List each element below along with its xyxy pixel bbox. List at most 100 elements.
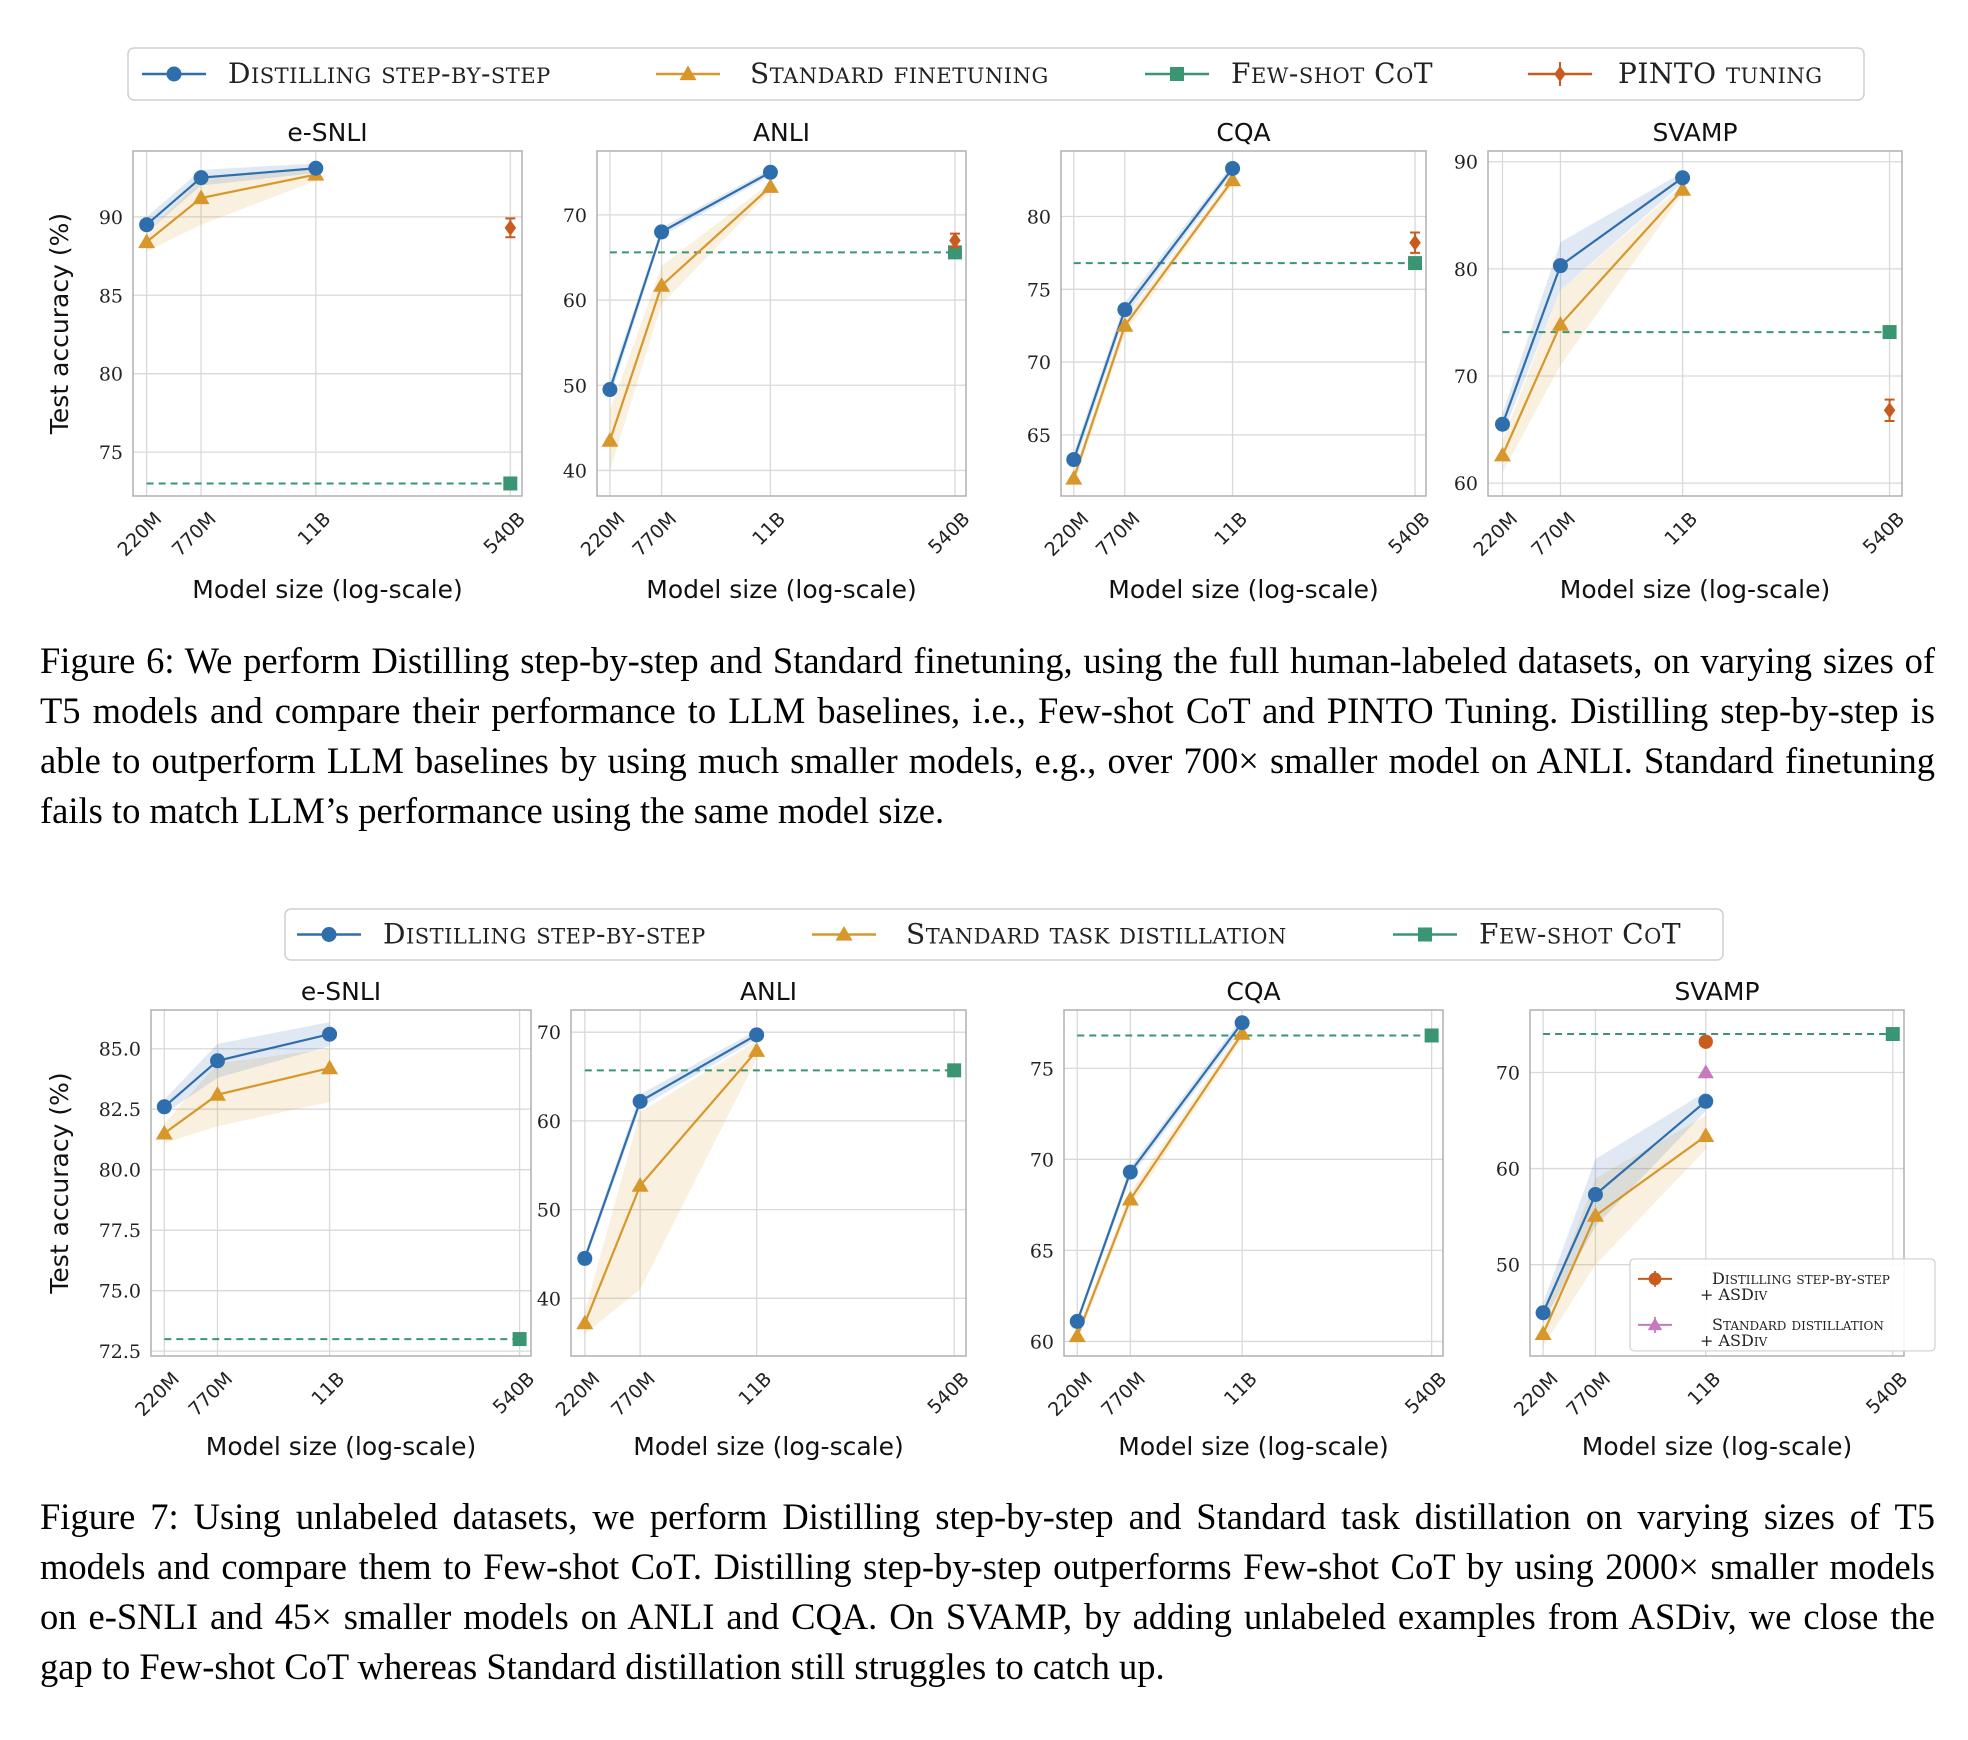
distilling-point bbox=[1122, 1164, 1138, 1180]
legend-label-fewshot-run: - bbox=[1537, 918, 1547, 951]
fig6-legend: DISTILLING STEP-BY-STEP STANDARD FINETUNI… bbox=[127, 47, 1865, 101]
fewshot-marker bbox=[1424, 1028, 1439, 1043]
legend-label-distilling-run: STEP bbox=[646, 925, 706, 949]
figure-6-charts: DISTILLING STEP-BY-STEP STANDARD FINETUNI… bbox=[45, 47, 1909, 604]
x-tick-label: 540B bbox=[923, 1368, 973, 1418]
x-tick-label: 540B bbox=[924, 508, 974, 558]
distilling-point bbox=[1225, 160, 1241, 176]
fewshot-marker bbox=[947, 245, 962, 260]
legend-label-pinto-run: PINTO bbox=[1618, 57, 1726, 90]
x-axis-label: Model size (log-scale) bbox=[633, 1432, 903, 1461]
panel-title: CQA bbox=[1216, 118, 1270, 147]
y-tick-label: 70 bbox=[1027, 352, 1051, 374]
inner-legend-label: DISTILLING STEP-BY-STEP bbox=[1712, 1269, 1890, 1288]
plot-frame bbox=[1060, 150, 1427, 497]
distilling-point bbox=[602, 382, 618, 398]
y-tick-label: 50 bbox=[563, 375, 587, 397]
standard-point bbox=[601, 432, 619, 447]
standard-point bbox=[1116, 317, 1134, 332]
standard-point bbox=[761, 178, 779, 193]
inner-legend-label-run: TANDARD bbox=[1723, 1319, 1786, 1333]
inner-legend-label: STANDARD DISTILLATION bbox=[1712, 1315, 1884, 1334]
pinto-marker bbox=[949, 232, 961, 249]
legend-label-distilling-run bbox=[527, 918, 536, 951]
legend-label-distilling: DISTILLING STEP-BY-STEP bbox=[383, 918, 706, 951]
distilling-point bbox=[193, 170, 209, 186]
distilling-point bbox=[156, 1099, 172, 1115]
x-axis-label: Model size (log-scale) bbox=[1108, 575, 1378, 604]
inner-legend-label-run: STEP bbox=[1796, 1273, 1829, 1287]
x-tick-label: 11B bbox=[307, 1368, 349, 1410]
y-tick-label: 85.0 bbox=[99, 1039, 141, 1061]
fig6-panel-e-snli: e-SNLI 75 80 85 90 220M 770M 11B 540B Model size … bbox=[99, 118, 530, 604]
inner-legend-label-sub-run: + ASD bbox=[1700, 1331, 1754, 1350]
x-tick-label: 220M bbox=[1510, 1368, 1563, 1421]
x-tick-label: 540B bbox=[480, 508, 530, 558]
fig7-legend: DISTILLING STEP-BY-STEP STANDARD TASK DIS… bbox=[284, 908, 1724, 961]
y-tick-label: 60 bbox=[1496, 1159, 1520, 1181]
x-tick-label: 11B bbox=[1684, 1368, 1726, 1410]
legend-label-standard-run bbox=[1110, 918, 1119, 951]
y-tick-label: 75 bbox=[1030, 1058, 1054, 1080]
inner-legend-marker bbox=[1647, 1317, 1663, 1331]
legend-label-distilling-run: STEP bbox=[381, 64, 441, 88]
inner-legend-label-run: BY bbox=[1835, 1273, 1853, 1287]
legend-label-standard: STANDARD TASK DISTILLATION bbox=[906, 918, 1287, 951]
legend-label-fewshot-run: SHOT bbox=[1547, 925, 1613, 949]
legend-label-fewshot-run: SHOT bbox=[1299, 64, 1365, 88]
y-tick-label: 60 bbox=[1030, 1331, 1054, 1353]
figure-7-charts: DISTILLING STEP-BY-STEP STANDARD TASK DIS… bbox=[45, 908, 1936, 1461]
legend-label-fewshot-run: T bbox=[1662, 918, 1681, 951]
legend-label-fewshot-run: O bbox=[1644, 925, 1662, 949]
distilling-point bbox=[1494, 416, 1510, 432]
x-tick-label: 540B bbox=[1401, 1368, 1451, 1418]
y-tick-label: 65 bbox=[1027, 425, 1051, 447]
x-tick-label: 11B bbox=[294, 508, 336, 550]
y-tick-label: 65 bbox=[1030, 1240, 1054, 1262]
pinto-marker bbox=[1883, 402, 1896, 419]
x-tick-label: 220M bbox=[113, 508, 166, 561]
panel-title: SVAMP bbox=[1674, 977, 1759, 1006]
inner-legend-marker bbox=[1648, 1272, 1662, 1286]
x-tick-label: 770M bbox=[1527, 508, 1580, 561]
distilling-point bbox=[322, 1026, 338, 1042]
y-tick-label: 80 bbox=[1027, 207, 1051, 229]
x-tick-label: 770M bbox=[607, 1368, 660, 1421]
x-axis-label: Model size (log-scale) bbox=[206, 1432, 476, 1461]
standard-band bbox=[609, 182, 771, 471]
inner-legend-label-sub: + ASDIV bbox=[1700, 1285, 1768, 1304]
standard-point bbox=[1068, 1327, 1086, 1343]
legend-label-fewshot-run: - bbox=[1289, 57, 1299, 90]
legend-label-distilling-run: - bbox=[481, 57, 491, 90]
plot-frame bbox=[1487, 150, 1903, 497]
distilling-point bbox=[1535, 1305, 1551, 1321]
distilling-point bbox=[308, 160, 324, 176]
legend-label-fewshot-run: C bbox=[1613, 918, 1644, 951]
fewshot-marker bbox=[1885, 1027, 1900, 1042]
legend-label-distilling-run: D bbox=[383, 918, 406, 951]
distilling-point bbox=[654, 224, 670, 240]
distilling-point bbox=[1066, 452, 1082, 468]
inner-legend-label-run: S bbox=[1712, 1315, 1723, 1334]
inner-legend-label-sub: + ASDIV bbox=[1700, 1331, 1768, 1350]
fig7-panel-e-snli: e-SNLI 72.5 75.0 77.5 80.0 82.5 85.0 220M 770M 11… bbox=[99, 977, 540, 1461]
x-tick-label: 11B bbox=[748, 508, 790, 550]
distilling-band bbox=[1543, 1091, 1706, 1323]
plot-frame bbox=[596, 150, 967, 497]
asdiv-point-pinto bbox=[1698, 1034, 1713, 1049]
distilling-point bbox=[762, 164, 778, 180]
standard-point bbox=[1224, 171, 1242, 187]
standard-band bbox=[164, 1048, 330, 1144]
legend-label-distilling-run bbox=[372, 57, 381, 90]
legend-frame bbox=[127, 47, 1865, 101]
fewshot-marker bbox=[1882, 325, 1897, 340]
x-tick-label: 220M bbox=[1469, 508, 1522, 561]
legend-label-distilling-run: ISTILLING bbox=[406, 925, 527, 949]
legend-marker-standard bbox=[835, 926, 853, 941]
legend-marker-fewshot bbox=[1418, 927, 1432, 942]
y-tick-label: 82.5 bbox=[99, 1099, 141, 1121]
x-tick-label: 770M bbox=[168, 508, 221, 561]
